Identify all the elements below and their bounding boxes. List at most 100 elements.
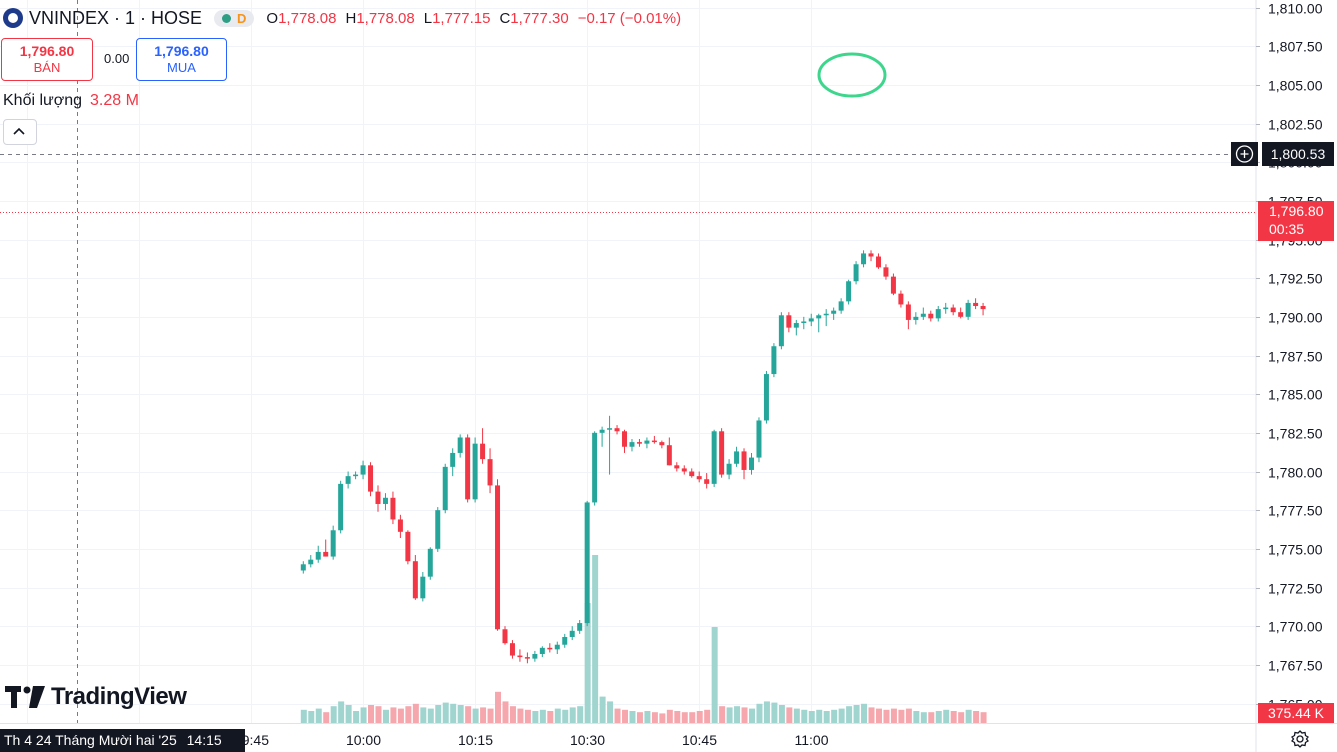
volume-bar [965,709,972,723]
volume-bar [808,711,815,723]
price-tick-label: 1,767.50 [1268,658,1323,674]
volume-bar [599,696,606,723]
sell-label: BÁN [33,60,61,75]
candle-body [524,657,530,659]
volume-bar [524,709,531,723]
volume-bar [980,712,987,723]
tradingview-wordmark: TradingView [51,683,187,710]
time-tick-label: 10:30 [570,732,605,748]
add-alert-button[interactable] [1231,142,1258,166]
candle-body [382,497,388,504]
volume-bar [943,709,950,723]
volume-bar [689,712,696,723]
highlight-ellipse [817,52,887,98]
volume-bar [509,706,516,723]
volume-bar [323,712,330,723]
volume-bar [875,708,882,723]
volume-value: 3.28 M [90,92,139,109]
candle-body [958,312,964,317]
candle-body [786,315,792,328]
volume-bar [300,709,307,723]
candle-body [636,442,642,444]
bar-countdown: 00:35 [1269,221,1305,237]
tradingview-watermark[interactable]: TradingView [5,683,187,711]
volume-bar [898,709,905,723]
candle-body [502,629,508,644]
candle-body [487,459,493,486]
volume-bar [749,708,755,723]
volume-label: Khối lượng [3,92,83,109]
volume-bar [950,711,957,723]
time-tick-label: 11:00 [795,732,829,748]
volume-bar [651,712,658,723]
candle-body [771,346,777,375]
candle-body [420,576,426,599]
candle-body [480,443,486,460]
candle-body [622,431,628,447]
candle-body [741,451,747,470]
symbol-title[interactable]: VNINDEX · 1 · HOSE [29,7,203,28]
candle-body [390,497,396,520]
price-tick-label: 1,802.50 [1268,117,1323,133]
volume-bar [562,709,569,723]
candle-body [763,374,769,421]
volume-bar [905,708,912,723]
volume-bar [607,701,614,723]
collapse-legend-button[interactable] [3,119,37,145]
candle-body [808,318,814,322]
volume-bar [427,708,434,723]
sell-button[interactable]: 1,796.80 BÁN [1,38,93,81]
price-tick-label: 1,785.00 [1268,387,1323,403]
chevron-up-icon [13,127,25,135]
candle-body [749,457,754,470]
spread-value: 0.00 [104,51,130,66]
candle-body [890,276,896,294]
last-price-label: 1,796.80 00:35 [1258,201,1334,241]
candle-body [935,309,941,319]
volume-bar [338,701,345,723]
candle-body [465,437,471,500]
candle-body [905,304,911,320]
crosshair-date-label: Th 4 24 Tháng Mười hai '25 14:15 [0,729,245,752]
volume-bar [704,709,711,723]
price-tick-label: 1,780.00 [1268,465,1323,481]
market-status-pill[interactable]: D [214,9,255,27]
price-tick-label: 1,792.50 [1268,271,1323,287]
volume-bar [681,712,688,723]
volume-bar [771,702,778,723]
candle-body [734,451,740,464]
candle-body [980,306,986,310]
time-tick-label: 10:15 [458,732,493,748]
volume-bar [868,707,875,723]
volume-bar [420,707,427,723]
price-axis[interactable]: 1,765.001,767.501,770.001,772.501,775.00… [1255,0,1323,752]
volume-bar [696,711,703,723]
candle-body [547,647,553,650]
volume-bar [397,708,404,723]
volume-bar [958,712,965,723]
sell-price: 1,796.80 [19,43,75,59]
candle-body [338,483,344,531]
market-status-letter: D [237,10,247,26]
volume-bar [435,705,442,723]
time-tick-label: 10:45 [682,732,717,748]
volume-bar [726,707,733,723]
volume-bar [920,712,927,723]
volume-bar [778,705,785,723]
volume-bar [763,701,770,723]
candle-body [330,530,336,557]
candle-body [323,551,329,557]
volume-bar [517,708,524,723]
buy-button[interactable]: 1,796.80 MUA [136,38,227,81]
volume-bar [636,712,643,723]
candle-body [831,310,837,314]
candle-body [472,443,478,500]
volume-bar [846,706,853,723]
candle-body [375,491,381,504]
volume-bar [928,712,935,723]
settings-icon[interactable] [1290,729,1310,749]
candle-body [928,313,934,319]
volume-bar [913,711,920,723]
candle-body [898,293,904,305]
